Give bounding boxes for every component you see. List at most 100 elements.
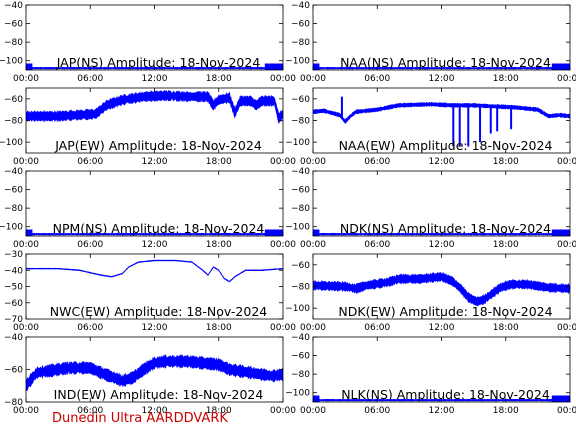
x-tick-label: 12:00 bbox=[429, 74, 455, 84]
x-tick-label: 18:00 bbox=[206, 74, 232, 84]
y-tick-label: −80 bbox=[4, 204, 23, 214]
amplitude-trace bbox=[313, 101, 570, 124]
panel-title: NAA(EW) Amplitude: 18-Nov-2024 bbox=[339, 138, 553, 153]
panel-title: NDK(EW) Amplitude: 18-Nov-2024 bbox=[338, 304, 552, 319]
amplitude-trace bbox=[26, 259, 283, 283]
x-tick-label: 06:00 bbox=[77, 406, 103, 416]
trace-segment bbox=[26, 229, 33, 236]
y-tick-label: −40 bbox=[291, 333, 310, 343]
x-tick-label: 18:00 bbox=[206, 406, 232, 416]
x-tick-label: 12:00 bbox=[142, 323, 168, 333]
panel-6: −100 −80 −60 −40 00:00 06:00 12:00 18:00 00:00 ND… bbox=[285, 167, 576, 250]
x-tick-label: 18:00 bbox=[493, 74, 519, 84]
x-tick-label: 06:00 bbox=[364, 74, 390, 84]
x-tick-label: 12:00 bbox=[142, 157, 168, 167]
x-tick-label: 00:00 bbox=[557, 323, 576, 333]
panel-7: −70 −60 −50 −40 −30 00:00 06:00 12:00 18:00 00:00… bbox=[4, 250, 296, 333]
x-tick-label: 06:00 bbox=[77, 323, 103, 333]
x-tick-label: 12:00 bbox=[429, 240, 455, 250]
y-tick-label: −100 bbox=[0, 57, 23, 67]
y-tick-label: −40 bbox=[291, 167, 310, 177]
panel-2: −100 −80 −60 −40 00:00 06:00 12:00 18:00 00:00 NA… bbox=[285, 1, 576, 84]
y-tick-label: −70 bbox=[4, 315, 23, 325]
x-tick-label: 00:00 bbox=[300, 323, 326, 333]
panel-9: −80 −60 −40 00:00 06:00 12:00 18:00 00:00 IND(EW… bbox=[4, 333, 296, 416]
x-tick-label: 00:00 bbox=[13, 323, 39, 333]
y-tick-label: −60 bbox=[4, 20, 23, 30]
x-tick-label: 00:00 bbox=[13, 240, 39, 250]
panel-title: NWC(EW) Amplitude: 18-Nov-2024 bbox=[50, 304, 268, 319]
x-tick-label: 00:00 bbox=[270, 240, 296, 250]
panel-8: −100 −80 −60 00:00 06:00 12:00 18:00 00:00 NDK(E… bbox=[285, 253, 576, 333]
x-tick-label: 12:00 bbox=[429, 323, 455, 333]
panel-title: IND(EW) Amplitude: 18-Nov-2024 bbox=[54, 387, 264, 402]
trace-segment bbox=[551, 63, 570, 70]
panel-title: NAA(NS) Amplitude: 18-Nov-2024 bbox=[340, 55, 551, 70]
x-tick-label: 18:00 bbox=[493, 323, 519, 333]
x-tick-label: 12:00 bbox=[142, 240, 168, 250]
y-tick-label: −80 bbox=[4, 398, 23, 408]
y-tick-label: −60 bbox=[4, 366, 23, 376]
x-tick-label: 00:00 bbox=[300, 157, 326, 167]
trace-segment bbox=[26, 63, 33, 70]
trace-segment bbox=[551, 229, 570, 236]
y-tick-label: −40 bbox=[4, 1, 23, 11]
y-tick-label: −40 bbox=[4, 266, 23, 276]
y-tick-label: −100 bbox=[285, 223, 310, 233]
panel-title: NLK(NS) Amplitude: 18-Nov-2024 bbox=[341, 387, 550, 402]
y-tick-label: −40 bbox=[4, 333, 23, 343]
y-tick-label: −80 bbox=[4, 38, 23, 48]
trace-segment bbox=[264, 63, 283, 70]
panel-title: JAP(EW) Amplitude: 18-Nov-2024 bbox=[54, 138, 262, 153]
y-tick-label: −100 bbox=[0, 223, 23, 233]
x-tick-label: 06:00 bbox=[77, 240, 103, 250]
y-tick-label: −80 bbox=[291, 370, 310, 380]
y-tick-label: −80 bbox=[291, 283, 310, 293]
plot-area bbox=[313, 271, 570, 307]
y-tick-label: −40 bbox=[4, 167, 23, 177]
x-tick-label: 00:00 bbox=[13, 74, 39, 84]
amplitude-trace bbox=[26, 353, 283, 392]
panel-3: −100 −80 −60 00:00 06:00 12:00 18:00 00:00 JAP(E… bbox=[0, 87, 296, 167]
x-tick-label: 00:00 bbox=[300, 74, 326, 84]
trace-segment bbox=[313, 395, 320, 402]
trace-segment bbox=[313, 63, 320, 70]
trace-segment bbox=[264, 229, 283, 236]
y-tick-label: −60 bbox=[4, 186, 23, 196]
y-tick-label: −80 bbox=[291, 38, 310, 48]
x-tick-label: 12:00 bbox=[429, 406, 455, 416]
x-tick-label: 12:00 bbox=[429, 157, 455, 167]
y-tick-label: −60 bbox=[291, 20, 310, 30]
x-tick-label: 18:00 bbox=[493, 406, 519, 416]
x-tick-label: 00:00 bbox=[13, 406, 39, 416]
x-tick-label: 00:00 bbox=[270, 406, 296, 416]
x-tick-label: 00:00 bbox=[270, 157, 296, 167]
x-tick-label: 00:00 bbox=[557, 74, 576, 84]
x-tick-label: 18:00 bbox=[493, 240, 519, 250]
x-tick-label: 00:00 bbox=[557, 240, 576, 250]
x-tick-label: 18:00 bbox=[206, 240, 232, 250]
y-tick-label: −30 bbox=[4, 250, 23, 260]
y-tick-label: −60 bbox=[291, 186, 310, 196]
x-tick-label: 00:00 bbox=[13, 157, 39, 167]
y-tick-label: −40 bbox=[291, 1, 310, 11]
y-tick-label: −60 bbox=[291, 352, 310, 362]
x-tick-label: 00:00 bbox=[270, 74, 296, 84]
x-tick-label: 18:00 bbox=[206, 323, 232, 333]
x-tick-label: 18:00 bbox=[206, 157, 232, 167]
x-tick-label: 06:00 bbox=[364, 157, 390, 167]
panel-10: −100 −80 −60 −40 00:00 06:00 12:00 18:00 00:00 NL… bbox=[285, 333, 576, 416]
panel-4: −100 −80 −60 00:00 06:00 12:00 18:00 00:00 NAA(E… bbox=[285, 87, 576, 167]
panel-5: −100 −80 −60 −40 00:00 06:00 12:00 18:00 00:00 NP… bbox=[0, 167, 296, 250]
panel-title: NDK(NS) Amplitude: 18-Nov-2024 bbox=[340, 221, 551, 236]
y-tick-label: −80 bbox=[4, 117, 23, 127]
footer-label: Dunedin Ultra AARDDVARK bbox=[52, 411, 228, 426]
y-tick-label: −100 bbox=[285, 57, 310, 67]
x-tick-label: 06:00 bbox=[364, 240, 390, 250]
y-tick-label: −100 bbox=[285, 138, 310, 148]
plot-area bbox=[26, 89, 283, 124]
x-tick-label: 18:00 bbox=[493, 157, 519, 167]
trace-segment bbox=[313, 229, 320, 236]
x-tick-label: 06:00 bbox=[364, 323, 390, 333]
y-tick-label: −100 bbox=[0, 138, 23, 148]
